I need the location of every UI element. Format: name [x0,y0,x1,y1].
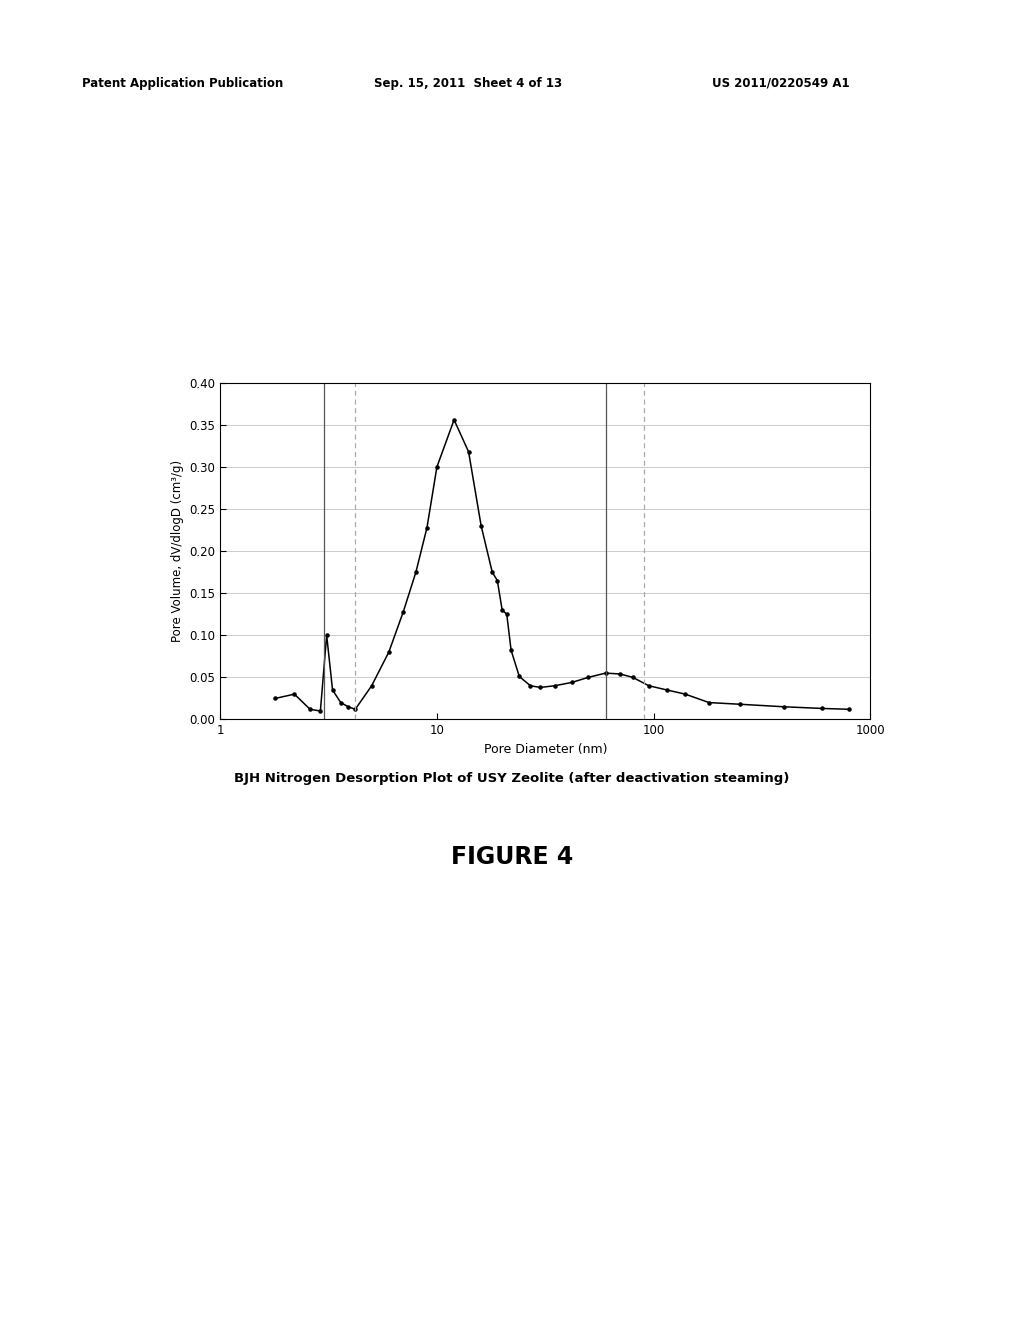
Text: BJH Nitrogen Desorption Plot of USY Zeolite (after deactivation steaming): BJH Nitrogen Desorption Plot of USY Zeol… [234,772,790,785]
Text: Patent Application Publication: Patent Application Publication [82,77,284,90]
X-axis label: Pore Diameter (nm): Pore Diameter (nm) [483,743,607,756]
Text: Sep. 15, 2011  Sheet 4 of 13: Sep. 15, 2011 Sheet 4 of 13 [374,77,562,90]
Text: FIGURE 4: FIGURE 4 [451,845,573,869]
Y-axis label: Pore Volume, dV/dlogD (cm³/g): Pore Volume, dV/dlogD (cm³/g) [171,461,183,642]
Text: US 2011/0220549 A1: US 2011/0220549 A1 [712,77,849,90]
